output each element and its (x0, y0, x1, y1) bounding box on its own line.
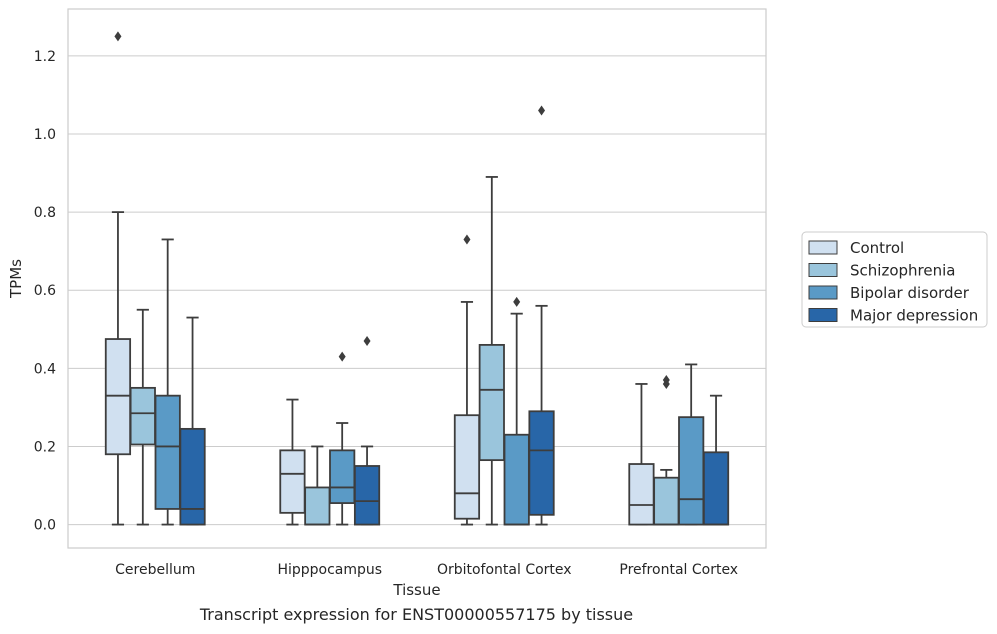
box (453, 414, 481, 520)
legend-label: Bipolar disorder (850, 284, 970, 302)
box (478, 343, 505, 462)
y-tick-label: 0.8 (34, 205, 56, 221)
figure-caption: Transcript expression for ENST0000055717… (199, 605, 634, 624)
box (678, 416, 705, 526)
outlier-point (463, 234, 471, 245)
box (129, 386, 156, 446)
y-tick-label: 0.4 (34, 361, 56, 377)
box-plot-chart: 0.0 0.2 0.4 0.6 0.8 1.0 1.2 Cerebellum Hipppocam… (7, 8, 988, 599)
legend-label: Control (850, 239, 904, 257)
legend-label: Major depression (850, 307, 978, 325)
x-tick-label: Hipppocampus (277, 562, 382, 578)
box (304, 486, 331, 526)
outlier-point (513, 296, 521, 307)
x-axis-label: Tissue (392, 581, 440, 599)
outlier-point (538, 105, 546, 116)
x-tick-label: Cerebellum (115, 562, 195, 578)
box (154, 394, 181, 510)
box (628, 463, 655, 526)
y-tick-label: 1.0 (34, 127, 56, 143)
y-tick-label: 0.6 (34, 283, 56, 299)
legend-swatch (808, 285, 838, 300)
box (528, 410, 555, 516)
x-tick-label: Orbitofontal Cortex (437, 562, 572, 578)
outlier-point (338, 351, 346, 362)
box (353, 465, 381, 526)
outlier-point (662, 375, 670, 386)
x-tick-label: Prefrontal Cortex (619, 562, 738, 578)
legend-swatch (808, 240, 838, 255)
outlier-point (363, 335, 371, 346)
box (104, 338, 132, 456)
y-axis-label: TPMs (7, 259, 25, 299)
legend-swatch (808, 308, 838, 322)
box (503, 433, 530, 526)
y-tick-label: 0.0 (34, 518, 56, 534)
outlier-point (114, 31, 122, 42)
box (179, 427, 206, 526)
box (702, 451, 730, 526)
box (653, 476, 680, 526)
legend-label: Schizophrenia (850, 262, 955, 280)
box (329, 449, 356, 504)
y-tick-label: 0.2 (34, 439, 56, 455)
legend-box (801, 231, 988, 328)
plot-frame (67, 8, 767, 549)
legend-swatch (808, 263, 838, 277)
y-tick-label: 1.2 (34, 49, 56, 65)
box (279, 449, 306, 514)
